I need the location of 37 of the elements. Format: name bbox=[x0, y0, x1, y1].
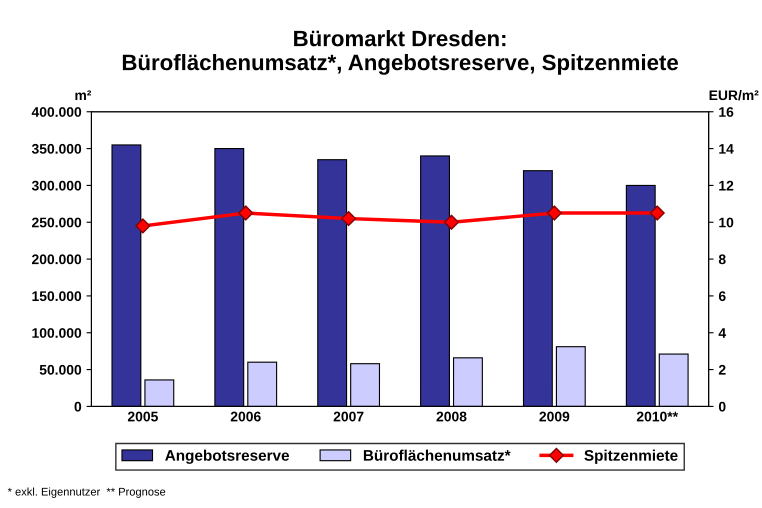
y-tick-label: 200.000 bbox=[32, 254, 82, 264]
legend-label: Spitzenmiete bbox=[584, 450, 678, 464]
y-tick-label: 250.000 bbox=[32, 218, 82, 228]
y2-tick-label: 10 bbox=[719, 218, 734, 228]
y2-tick-label: 0 bbox=[718, 402, 726, 412]
x-tick-label: 2009 bbox=[539, 412, 570, 422]
x-tick-label: 2010** bbox=[636, 412, 678, 422]
point bbox=[135, 218, 150, 234]
y2-tick-label: 14 bbox=[719, 144, 734, 154]
y-tick-label: 50.000 bbox=[40, 364, 82, 375]
y2-tick-label: 16 bbox=[719, 107, 734, 117]
point bbox=[650, 205, 665, 221]
chart-title: Büromarkt Dresden: Büroflächenumsatz*, Angebotsreserve, Spitzenmiete bbox=[122, 30, 678, 75]
y-tick-label: 0 bbox=[74, 402, 82, 412]
point bbox=[341, 210, 356, 226]
text: * exkl. Eigennutzer ** Prognose bbox=[8, 487, 166, 498]
y-tick-label: 350.000 bbox=[32, 144, 82, 154]
legend-label: Büroflächenumsatz* bbox=[364, 450, 511, 461]
y2-tick-label: 12 bbox=[719, 180, 734, 190]
y-tick-label: 300.000 bbox=[32, 180, 82, 191]
point bbox=[546, 205, 562, 221]
x-tick-label: 2008 bbox=[436, 412, 467, 422]
y2-tick-label: 8 bbox=[718, 254, 726, 264]
x-tick-label: 2007 bbox=[334, 412, 364, 422]
legend-label: Angebotsreserve bbox=[165, 450, 290, 464]
x-tick-label: 2006 bbox=[230, 412, 261, 422]
point bbox=[238, 205, 254, 221]
y2-axis-title: EUR/m² bbox=[710, 90, 759, 100]
y2-tick-label: 4 bbox=[718, 328, 726, 338]
y-axis-title: m² bbox=[75, 90, 92, 100]
y2-tick-label: 6 bbox=[718, 291, 726, 302]
y-tick-label: 400.000 bbox=[32, 107, 82, 117]
y2-tick-label: 2 bbox=[718, 364, 726, 375]
y-tick-label: 100.000 bbox=[32, 328, 82, 338]
x-tick-label: 2005 bbox=[128, 412, 158, 422]
y-tick-label: 150.000 bbox=[32, 291, 82, 302]
point bbox=[444, 214, 460, 230]
